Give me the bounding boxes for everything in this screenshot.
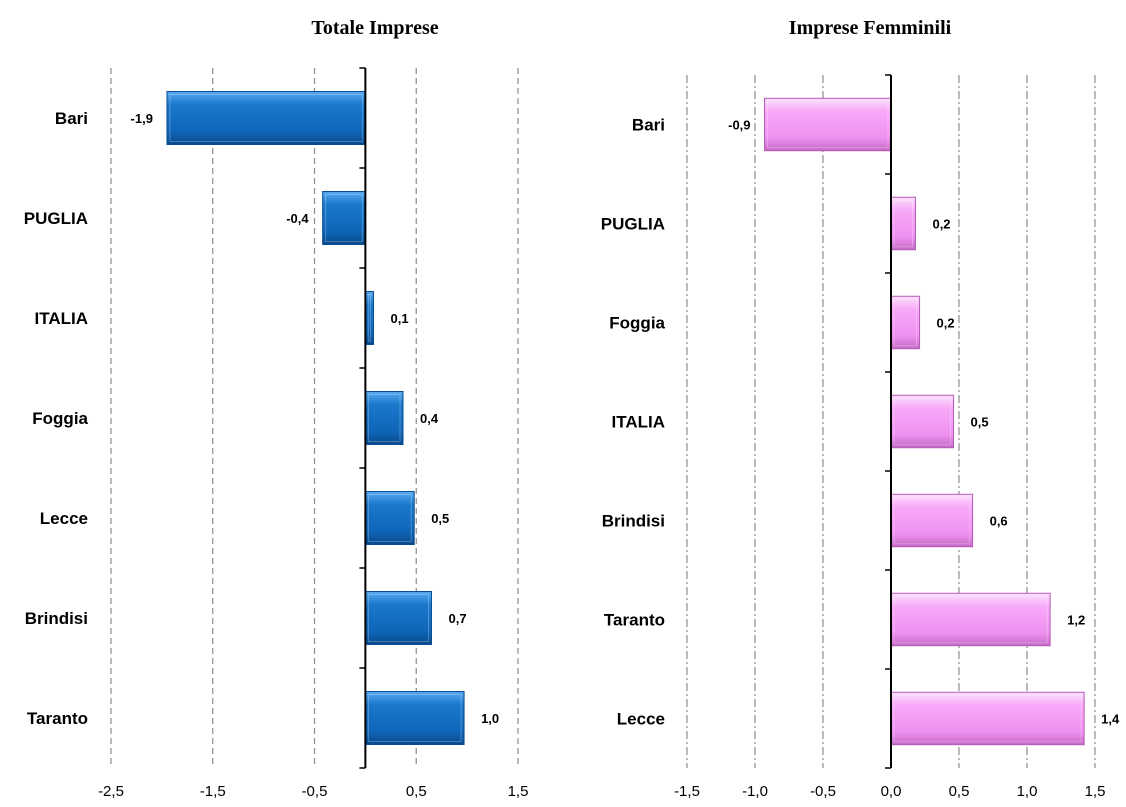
data-labels-totale: -1,9 -0,4 0,1 0,4 0,5 0,7 1,0: [131, 111, 500, 726]
bar: [890, 196, 916, 251]
bar-bevel: [367, 394, 401, 442]
x-tick-label: -0,5: [810, 783, 836, 800]
bar-bevel: [893, 199, 913, 248]
data-label: 0,5: [971, 415, 989, 430]
data-label: 0,2: [937, 316, 955, 331]
bars-femminili: [764, 97, 1085, 746]
data-label: 1,4: [1101, 712, 1120, 727]
data-label: 1,2: [1067, 613, 1085, 628]
x-tick-label: 0,5: [406, 783, 427, 800]
category-label: Foggia: [32, 409, 88, 428]
bar-bevel: [767, 100, 889, 149]
category-label: ITALIA: [611, 413, 665, 432]
x-tick-label: -2,5: [98, 783, 124, 800]
category-label: Bari: [55, 109, 88, 128]
x-tick-label: 1,5: [508, 783, 529, 800]
bar-bevel: [367, 694, 462, 742]
chart-totale-imprese: Totale Imprese Bari PUGLIA ITALIA Foggia Lec…: [24, 17, 529, 800]
chart-title-totale: Totale Imprese: [311, 17, 438, 39]
bar-bevel: [893, 595, 1048, 644]
bar: [764, 97, 892, 152]
bar-bevel: [367, 294, 372, 342]
bar: [364, 291, 375, 345]
bar: [322, 191, 366, 245]
data-label: -1,9: [131, 111, 153, 126]
bar-bevel: [893, 496, 971, 545]
data-label: 0,4: [420, 411, 439, 426]
category-labels-femminili: Bari PUGLIA Foggia ITALIA Brindisi Taranto Lec…: [601, 116, 666, 729]
axis-totale: [359, 67, 367, 769]
category-label: ITALIA: [34, 309, 88, 328]
bar-bevel: [893, 397, 952, 446]
bar: [364, 391, 404, 445]
data-labels-femminili: -0,9 0,2 0,2 0,5 0,6 1,2 1,4: [728, 118, 1120, 727]
data-label: 0,2: [932, 217, 950, 232]
x-tick-label: 0,0: [881, 783, 902, 800]
data-label: 0,6: [990, 514, 1008, 529]
x-tick-label: 1,5: [1085, 783, 1106, 800]
category-label: Taranto: [604, 611, 665, 630]
bar: [364, 691, 465, 745]
bar: [890, 592, 1051, 647]
x-tick-label: -1,5: [200, 783, 226, 800]
bar: [364, 591, 433, 645]
category-label: Bari: [632, 116, 665, 135]
data-label: -0,9: [728, 118, 750, 133]
category-label: Lecce: [617, 710, 665, 729]
bar-bevel: [169, 94, 363, 142]
category-label: Brindisi: [25, 609, 88, 628]
bar-bevel: [367, 494, 412, 542]
bar-bevel: [325, 194, 363, 242]
chart-title-femminili: Imprese Femminili: [789, 17, 952, 39]
chart-imprese-femminili: Imprese Femminili Bari PUGLIA Foggia ITALIA…: [601, 17, 1120, 800]
bar-bevel: [893, 298, 918, 347]
bar: [364, 491, 415, 545]
bar: [890, 691, 1085, 746]
data-label: -0,4: [286, 211, 309, 226]
tick-labels-totale: -2,5 -1,5 -0,5 0,5 1,5: [98, 783, 528, 800]
category-labels-totale: Bari PUGLIA ITALIA Foggia Lecce Brindisi Taran…: [24, 109, 89, 728]
bar-bevel: [367, 594, 430, 642]
tick-labels-femminili: -1,5 -1,0 -0,5 0,0 0,5 1,0 1,5: [674, 783, 1105, 800]
category-label: Taranto: [27, 709, 88, 728]
category-label: Brindisi: [602, 512, 665, 531]
grid-lines-totale: [110, 68, 519, 768]
x-tick-label: 0,5: [949, 783, 970, 800]
x-tick-label: 1,0: [1017, 783, 1038, 800]
x-tick-label: -1,5: [674, 783, 700, 800]
x-tick-label: -1,0: [742, 783, 768, 800]
axis-femminili: [885, 74, 892, 769]
bar: [890, 295, 921, 350]
data-label: 0,1: [391, 311, 409, 326]
bar: [890, 394, 955, 449]
category-label: Foggia: [609, 314, 665, 333]
data-label: 1,0: [481, 711, 499, 726]
data-label: 0,5: [431, 511, 449, 526]
bar: [166, 91, 366, 145]
category-label: Lecce: [40, 509, 88, 528]
bar-bevel: [893, 694, 1082, 743]
category-label: PUGLIA: [24, 209, 88, 228]
category-label: PUGLIA: [601, 215, 665, 234]
bar: [890, 493, 974, 548]
x-tick-label: -0,5: [302, 783, 328, 800]
data-label: 0,7: [449, 611, 467, 626]
